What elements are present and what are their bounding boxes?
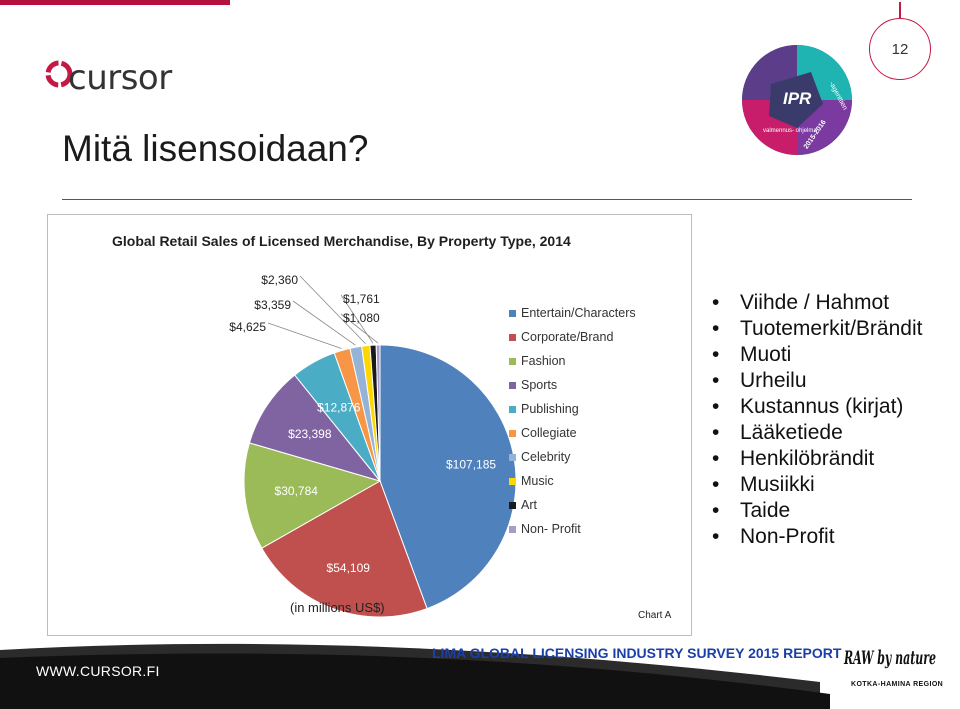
list-item: Tuotemerkit/Brändit	[710, 316, 922, 342]
legend-swatch	[509, 406, 516, 413]
legend-swatch	[509, 454, 516, 461]
legend-swatch	[509, 310, 516, 317]
title-divider	[62, 199, 912, 200]
data-label: $23,398	[288, 427, 332, 441]
legend-swatch	[509, 430, 516, 437]
cursor-logo: cursor	[44, 50, 172, 98]
legend-label: Publishing	[521, 402, 579, 416]
data-label: $12,876	[317, 400, 361, 414]
data-label: $107,185	[446, 458, 496, 472]
cursor-logo-text: cursor	[68, 58, 172, 98]
page-number-badge: 12	[869, 18, 931, 80]
legend-swatch	[509, 526, 516, 533]
list-item: Urheilu	[710, 368, 922, 394]
legend-label: Music	[521, 474, 554, 488]
leader-line	[292, 300, 356, 346]
slide-title: Mitä lisensoidaan?	[62, 128, 369, 169]
top-accent-bar	[0, 0, 230, 5]
raw-by-nature-logo: RAW by nature	[843, 647, 936, 669]
raw-logo-text: RAW by nature	[843, 647, 936, 669]
leader-line	[267, 322, 342, 349]
pie-data-labels: $107,185 $54,109 $30,784 $23,398 $12,876 $4,6…	[229, 273, 496, 575]
legend-swatch	[509, 358, 516, 365]
pie-slice-corporate-brand	[261, 480, 428, 618]
data-label: $3,359	[254, 298, 291, 312]
legend-label: Corporate/Brand	[521, 330, 613, 344]
data-label: $4,625	[229, 320, 266, 334]
pie-slices	[243, 344, 517, 618]
legend-label: Art	[521, 498, 538, 512]
legend-label: Celebrity	[521, 450, 571, 464]
pie-leader-lines	[267, 275, 379, 349]
page-number-connector	[899, 2, 901, 18]
data-label: $2,360	[261, 273, 298, 287]
list-item: Muoti	[710, 342, 922, 368]
chart-unit-note: (in millions US$)	[290, 600, 385, 615]
chart-legend: Entertain/Characters Corporate/Brand Fashi…	[509, 306, 636, 536]
legend-label: Fashion	[521, 354, 566, 368]
source-citation: LIMA GLOBAL LICENSING INDUSTRY SURVEY 20…	[432, 645, 842, 661]
legend-label: Non- Profit	[521, 522, 581, 536]
list-item: Henkilöbrändit	[710, 446, 922, 472]
list-item: Lääketiede	[710, 420, 922, 446]
leader-line	[299, 275, 366, 345]
leader-line	[340, 313, 379, 344]
footer-url[interactable]: WWW.CURSOR.FI	[36, 663, 160, 679]
list-item: Musiikki	[710, 472, 922, 498]
chart-title: Global Retail Sales of Licensed Merchand…	[112, 233, 571, 249]
legend-swatch	[509, 502, 516, 509]
data-label: $54,109	[327, 561, 371, 575]
legend-swatch	[509, 334, 516, 341]
chart-footnote: Chart A	[638, 610, 672, 621]
chart-frame: Global Retail Sales of Licensed Merchand…	[47, 214, 692, 636]
raw-logo-subtitle: KOTKA-HAMINA REGION	[851, 681, 944, 688]
legend-label: Collegiate	[521, 426, 577, 440]
legend-label: Entertain/Characters	[521, 306, 636, 320]
ipr-badge-main-text: IPR	[783, 89, 812, 108]
pie-chart: Global Retail Sales of Licensed Merchand…	[112, 233, 672, 621]
legend-label: Sports	[521, 378, 557, 392]
list-item: Taide	[710, 498, 922, 524]
pie-slice-fashion	[243, 442, 382, 549]
data-label: $1,761	[343, 292, 380, 306]
cursor-logo-icon	[45, 60, 73, 88]
pie-slice-sports	[248, 374, 382, 482]
data-label: $1,080	[343, 311, 380, 325]
list-item: Non-Profit	[710, 524, 922, 550]
ipr-agent-program-badge: IPR -agenttien valmennus- ohjelma 2015-2…	[742, 45, 852, 155]
list-item: Kustannus (kirjat)	[710, 394, 922, 420]
data-label: $30,784	[275, 484, 319, 498]
ipr-badge-left-text: valmennus- ohjelma	[763, 128, 817, 134]
legend-swatch	[509, 382, 516, 389]
pie-slice-non-profit	[375, 344, 381, 482]
footer-swoosh	[0, 643, 830, 709]
page-number: 12	[891, 40, 909, 58]
property-type-list: Viihde / Hahmot Tuotemerkit/Brändit Muot…	[710, 290, 922, 550]
legend-swatch	[509, 478, 516, 485]
list-item: Viihde / Hahmot	[710, 290, 922, 316]
